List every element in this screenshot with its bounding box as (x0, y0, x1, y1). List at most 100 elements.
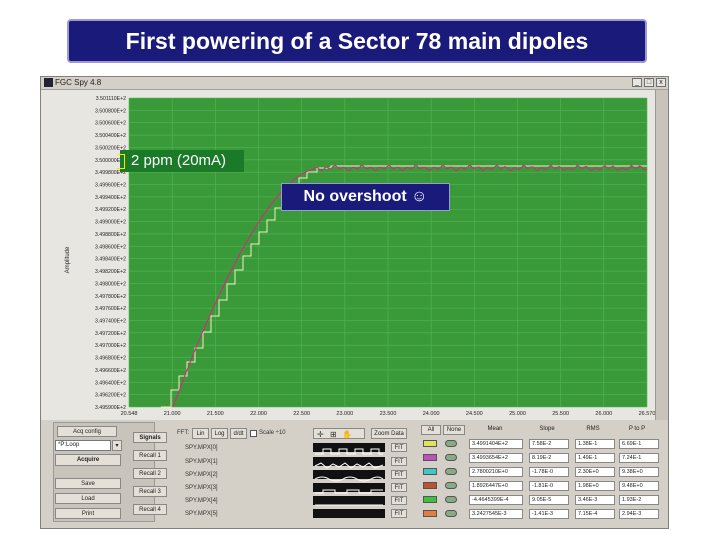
fit-button-4[interactable]: FIT (391, 496, 407, 505)
window-title: FGC Spy 4.8 (55, 78, 102, 87)
signal-color-swatch[interactable] (423, 468, 437, 475)
signal-toggle[interactable] (445, 482, 457, 489)
y-tick-label: 3.496800E+2 (95, 356, 126, 362)
y-tick-label: 3.495900E+2 (95, 405, 126, 411)
mean-value: 3.2427545E-3 (469, 509, 523, 519)
recall-2-button[interactable]: Recall 2 (133, 468, 167, 479)
x-tick-label: 26.000 (595, 411, 612, 417)
signal-color-swatch[interactable] (423, 454, 437, 461)
slope-value: 8.19E-2 (529, 453, 569, 463)
acquire-button[interactable]: Acquire (55, 454, 121, 466)
pan-icon[interactable]: ✋ (342, 430, 352, 439)
vertical-scrollbar[interactable] (655, 90, 668, 420)
y-tick-label: 3.497000E+2 (95, 343, 126, 349)
ppm-annotation: 2 ppm (20mA) (117, 150, 244, 172)
mean-header: Mean (487, 426, 503, 432)
signal-preview-5 (313, 509, 385, 518)
signal-toggle[interactable] (445, 468, 457, 475)
ptp-value: 9.48E+0 (619, 481, 659, 491)
rms-value: 2.30E+0 (575, 467, 615, 477)
mean-value: 1.8926447E+0 (469, 481, 523, 491)
ddt-button[interactable]: d/dt (230, 428, 247, 439)
none-button[interactable]: None (443, 425, 465, 435)
fit-button-2[interactable]: FIT (391, 470, 407, 479)
signal-toggle[interactable] (445, 454, 457, 461)
fit-button-3[interactable]: FIT (391, 483, 407, 492)
mean-value: -4.4645399E-4 (469, 495, 523, 505)
close-button[interactable]: x (656, 78, 666, 87)
zoom-data-button[interactable]: Zoom Data (371, 428, 407, 439)
signal-preview-2 (313, 470, 385, 482)
fit-button-0[interactable]: FIT (391, 443, 407, 452)
signal-name-1: SPY.MPX[1] (185, 459, 218, 465)
y-tick-label: 3.497200E+2 (95, 331, 126, 337)
rms-header: RMS (586, 426, 600, 432)
signal-color-swatch[interactable] (423, 510, 437, 517)
slope-value: -1.41E-3 (529, 509, 569, 519)
all-button[interactable]: All (421, 425, 441, 435)
y-tick-label: 3.497400E+2 (95, 318, 126, 324)
signals-button[interactable]: Signals (133, 432, 167, 443)
print-button[interactable]: Print (55, 508, 121, 519)
x-tick-label: 26.570 (639, 411, 656, 417)
acq-config-button[interactable]: Acq config (57, 426, 117, 437)
y-tick-label: 3.496200E+2 (95, 393, 126, 399)
fit-button-1[interactable]: FIT (391, 457, 407, 466)
y-tick-label: 3.499800E+2 (95, 170, 126, 176)
crosshair-icon[interactable]: ✛ (317, 430, 324, 439)
signal-toggle[interactable] (445, 510, 457, 517)
plot-area: 3.501110E+2 3.500800E+2 3.500600E+2 3.50040… (41, 90, 657, 420)
slope-header: Slope (539, 426, 555, 432)
loop-select[interactable]: *P:Loop (55, 440, 111, 451)
slope-value: 9.05E-5 (529, 495, 569, 505)
bracket-icon (117, 154, 125, 169)
reference-staircase (161, 165, 647, 408)
load-button[interactable]: Load (55, 493, 121, 504)
rms-value: 1.38E-1 (575, 439, 615, 449)
app-icon (44, 78, 53, 87)
fft-log-button[interactable]: Log (211, 428, 228, 439)
signal-preview-4 (313, 496, 385, 506)
no-overshoot-annotation: No overshoot ☺ (281, 183, 450, 211)
y-tick-label: 3.498000E+2 (95, 281, 126, 287)
recall-4-button[interactable]: Recall 4 (133, 504, 167, 515)
scale-checkbox[interactable] (250, 430, 257, 437)
y-tick-label: 3.496600E+2 (95, 368, 126, 374)
signal-color-swatch[interactable] (423, 440, 437, 447)
rms-value: 1.98E+0 (575, 481, 615, 491)
x-tick-label: 23.000 (336, 411, 353, 417)
x-tick-label: 25.500 (552, 411, 569, 417)
y-tick-label: 3.498400E+2 (95, 257, 126, 263)
rms-value: 1.49E-1 (575, 453, 615, 463)
fgc-spy-window: FGC Spy 4.8 _ □ x 3.501110E+2 3.500800E+2… (40, 76, 669, 529)
save-button[interactable]: Save (55, 478, 121, 489)
signal-color-swatch[interactable] (423, 496, 437, 503)
scale-label: Scale ÷10 (259, 430, 286, 436)
ptp-value: 6.69E-1 (619, 439, 659, 449)
slope-value: -1.81E-0 (529, 481, 569, 491)
slide-title: First powering of a Sector 78 main dipol… (67, 19, 647, 63)
y-tick-label: 3.500400E+2 (95, 133, 126, 139)
y-tick-label: 3.498800E+2 (95, 232, 126, 238)
recall-3-button[interactable]: Recall 3 (133, 486, 167, 497)
measured-trace (172, 164, 648, 408)
rms-value: 7.15E-4 (575, 509, 615, 519)
fit-button-5[interactable]: FIT (391, 509, 407, 518)
mean-value: 2.7800210E+0 (469, 467, 523, 477)
minimize-button[interactable]: _ (632, 78, 642, 87)
zoom-icon[interactable]: ⊞ (330, 430, 337, 439)
x-tick-label: 22.000 (250, 411, 267, 417)
signal-color-swatch[interactable] (423, 482, 437, 489)
loop-dropdown-icon[interactable]: ▾ (112, 440, 122, 451)
signal-toggle[interactable] (445, 440, 457, 447)
signal-toggle[interactable] (445, 496, 457, 503)
y-tick-label: 3.499000E+2 (95, 220, 126, 226)
recall-1-button[interactable]: Recall 1 (133, 450, 167, 461)
x-tick-label: 21.500 (207, 411, 224, 417)
ppm-annotation-text: 2 ppm (20mA) (131, 152, 227, 169)
y-tick-label: 3.500000E+2 (95, 158, 126, 164)
y-tick-label: 3.498600E+2 (95, 244, 126, 250)
ptp-value: 2.94E-3 (619, 509, 659, 519)
fft-lin-button[interactable]: Lin (192, 428, 209, 439)
maximize-button[interactable]: □ (644, 78, 654, 87)
